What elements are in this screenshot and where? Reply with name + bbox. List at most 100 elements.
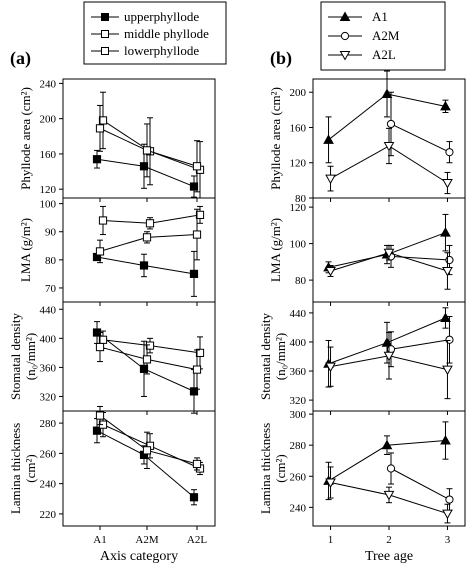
y-axis-label: Lamina thickness(cm²) <box>258 423 288 514</box>
marker-triangle-down <box>325 478 336 489</box>
marker-triangle-up <box>440 435 451 445</box>
series-middle-phyllode <box>98 91 205 199</box>
marker-circle <box>386 119 396 129</box>
legend-a-entry-upperphyllode: upperphyllode <box>91 9 199 24</box>
marker-open-square <box>192 230 202 239</box>
legend-b-label: A2M <box>372 28 400 43</box>
y-tick-label: 160 <box>290 122 307 134</box>
marker-circle <box>445 495 454 504</box>
y-tick-label: 360 <box>40 362 57 374</box>
series-line <box>390 255 450 261</box>
marker-filled-square <box>139 261 149 270</box>
marker-open-square <box>145 219 155 228</box>
y-tick-label: 90 <box>45 227 57 239</box>
marker-triangle-up <box>381 337 393 347</box>
series-A2L <box>325 332 453 400</box>
panel-label-a: (a) <box>10 48 31 69</box>
marker-circle <box>445 335 454 344</box>
marker-triangle-down <box>383 141 395 152</box>
y-tick-label: 200 <box>40 114 57 126</box>
marker-triangle-down <box>383 490 395 501</box>
marker-circle <box>386 345 396 354</box>
marker-triangle-up <box>440 100 451 111</box>
marker-filled-square <box>139 364 149 373</box>
y-tick-label: 280 <box>290 440 307 452</box>
legend-b-box <box>320 1 446 71</box>
y-tick-label: 260 <box>40 448 57 460</box>
marker-open-square <box>195 210 205 219</box>
series-A2M <box>386 244 454 276</box>
marker-open-square <box>98 116 108 125</box>
series-middle-phyllode <box>98 412 205 476</box>
marker-triangle-up <box>440 227 451 237</box>
series-upperphyllode <box>92 250 199 297</box>
y-axis-label: Stomatal density(n₀/mm²) <box>258 312 288 400</box>
legend-a-entry-lowerphyllode: lowerphyllode <box>91 43 199 58</box>
legend-a-label: middle phyllode <box>124 26 209 41</box>
y-axis-label-line: Stomatal density <box>8 312 23 400</box>
series-lowerphyllode <box>95 332 202 390</box>
y-tick-label: 120 <box>290 158 307 170</box>
marker-filled-square <box>189 493 199 502</box>
marker-open-square <box>95 247 105 256</box>
marker-triangle-up <box>381 88 393 98</box>
series-upperphyllode <box>92 321 199 414</box>
y-axis-label: LMA (g/m²) <box>18 218 33 282</box>
y-axis-label-line: Phyllode area (cm²) <box>268 87 283 190</box>
y-tick-label: 80 <box>45 255 57 267</box>
subplot-b-1: 80 100 120 LMA (g/m²) <box>268 197 466 306</box>
marker-open-square <box>142 446 152 455</box>
series-A2M <box>386 452 454 511</box>
series-A2L <box>325 466 453 524</box>
marker-triangle-up <box>323 134 334 144</box>
marker-triangle-down <box>383 248 395 259</box>
x-tick-label: A1 <box>93 534 106 546</box>
x-tick-label: 2 <box>386 534 392 546</box>
y-tick-label: 120 <box>40 184 57 196</box>
y-axis-label-line: (n₀/mm²) <box>273 333 288 380</box>
y-axis-label-line: (cm²) <box>23 454 38 482</box>
marker-filled-square <box>139 162 149 171</box>
marker-circle <box>386 464 396 473</box>
marker-triangle-down <box>442 509 453 520</box>
subplot-a-0: 120 160 200 240 Phyllode area (cm²) <box>18 78 216 202</box>
subplot-a-1: 70 80 90 100 LMA (g/m²) <box>18 197 216 306</box>
y-tick-label: 120 <box>290 202 307 214</box>
y-tick-label: 240 <box>290 502 307 514</box>
y-tick-label: 160 <box>40 149 57 161</box>
marker-open-square <box>142 146 152 155</box>
series-lowerphyllode <box>95 104 202 193</box>
plot-area: 120 160 200 240 Phyllode area (cm²) 70 80 90 100… <box>8 70 466 564</box>
marker-filled-square <box>189 182 199 191</box>
y-tick-label: 100 <box>290 239 307 251</box>
series-middle-phyllode <box>98 205 205 236</box>
y-axis-label-line: Lamina thickness <box>258 423 273 514</box>
series-middle-phyllode <box>98 330 205 370</box>
legend-a-label: lowerphyllode <box>124 43 199 58</box>
y-axis-label: Stomatal density(n₀/mm²) <box>8 312 38 400</box>
marker-filled-square <box>92 426 102 435</box>
y-tick-label: 240 <box>40 479 57 491</box>
legend-a-entry-middle-phyllode: middle phyllode <box>91 26 209 41</box>
marker-triangle-down <box>442 365 453 376</box>
marker-triangle-down <box>325 174 336 185</box>
panel-label-b: (b) <box>270 48 292 69</box>
series-A2M <box>386 316 454 368</box>
y-axis-label-line: (cm²) <box>273 454 288 482</box>
y-tick-label: 400 <box>290 337 307 349</box>
marker-triangle-down <box>442 179 453 189</box>
y-axis-label: Phyllode area (cm²) <box>18 87 33 190</box>
series-line <box>390 339 450 350</box>
marker-open-square <box>142 355 152 364</box>
y-axis-label: Phyllode area (cm²) <box>268 87 283 190</box>
marker-circle <box>445 255 454 265</box>
x-axis-label: Tree age <box>365 549 413 564</box>
y-tick-label: 280 <box>40 418 57 430</box>
marker-filled-square <box>92 155 102 164</box>
y-tick-label: 80 <box>295 193 307 205</box>
y-tick-label: 70 <box>45 283 57 295</box>
legend-b-label: A2L <box>372 47 396 62</box>
